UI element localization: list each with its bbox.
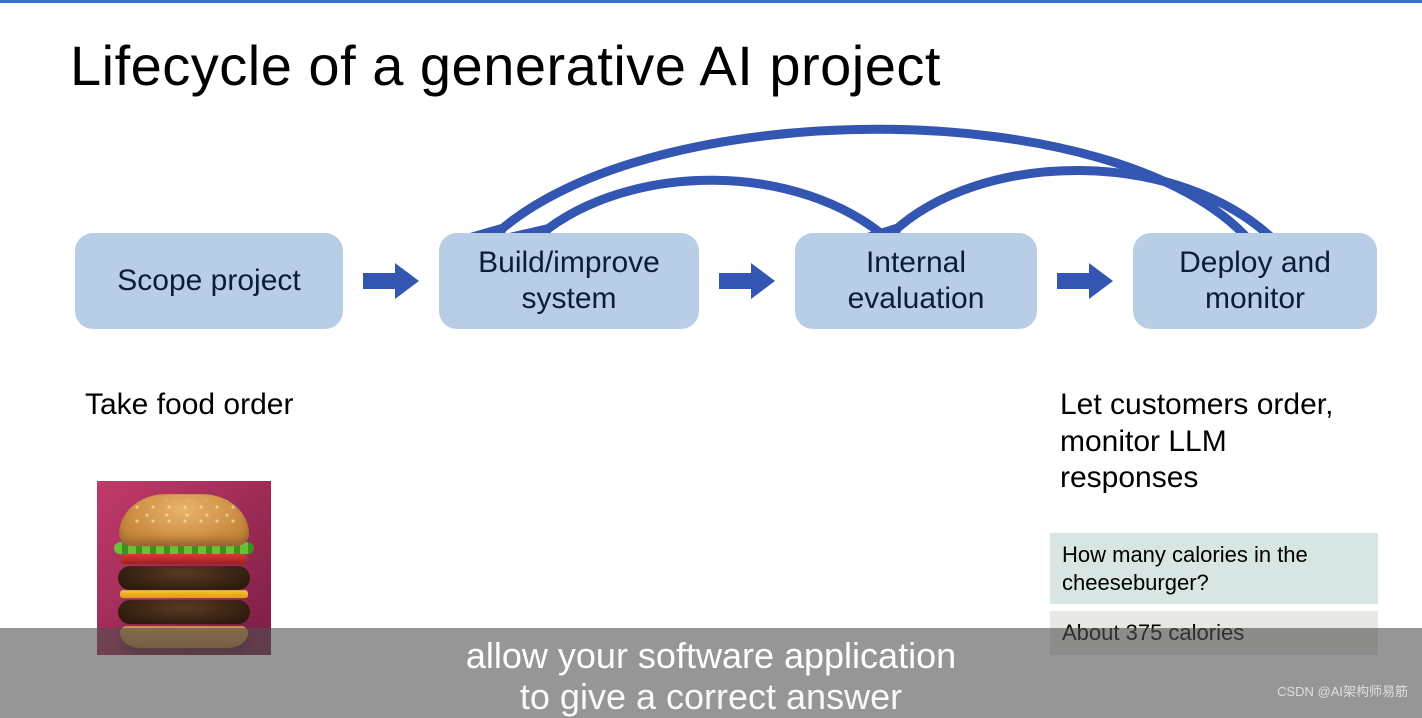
node-deploy-label: Deploy andmonitor [1179, 245, 1331, 317]
chat-question: How many calories in the cheeseburger? [1050, 533, 1378, 604]
node-deploy: Deploy andmonitor [1133, 233, 1377, 329]
node-scope-label: Scope project [117, 263, 300, 299]
node-build-label: Build/improvesystem [478, 245, 660, 317]
deploy-annotation: Let customers order, monitor LLM respons… [1060, 387, 1370, 497]
arrow-eval-to-deploy [1055, 261, 1115, 301]
caption-bar: allow your software application to give … [0, 628, 1422, 718]
arrow-scope-to-build [361, 261, 421, 301]
caption-line-2: to give a correct answer [0, 675, 1422, 718]
scope-annotation: Take food order [85, 387, 305, 423]
arrow-build-to-eval [717, 261, 777, 301]
node-scope: Scope project [75, 233, 343, 329]
caption-line-1: allow your software application [0, 634, 1422, 677]
chat-question-text: How many calories in the cheeseburger? [1062, 542, 1308, 595]
flow-row: Scope project Build/improvesystem Intern… [75, 233, 1372, 329]
feedback-arrows [420, 113, 1340, 243]
node-eval: Internalevaluation [795, 233, 1037, 329]
node-build: Build/improvesystem [439, 233, 699, 329]
feedback-edge-deploy-to-eval [890, 170, 1275, 241]
feedback-edge-eval-to-build [540, 180, 890, 241]
slide-canvas: Lifecycle of a generative AI project Sco… [0, 3, 1422, 718]
feedback-edge-deploy-to-build [495, 129, 1250, 241]
slide-title: Lifecycle of a generative AI project [70, 33, 941, 98]
watermark: CSDN @AI架构师易筋 [1277, 684, 1408, 700]
node-eval-label: Internalevaluation [848, 245, 985, 317]
